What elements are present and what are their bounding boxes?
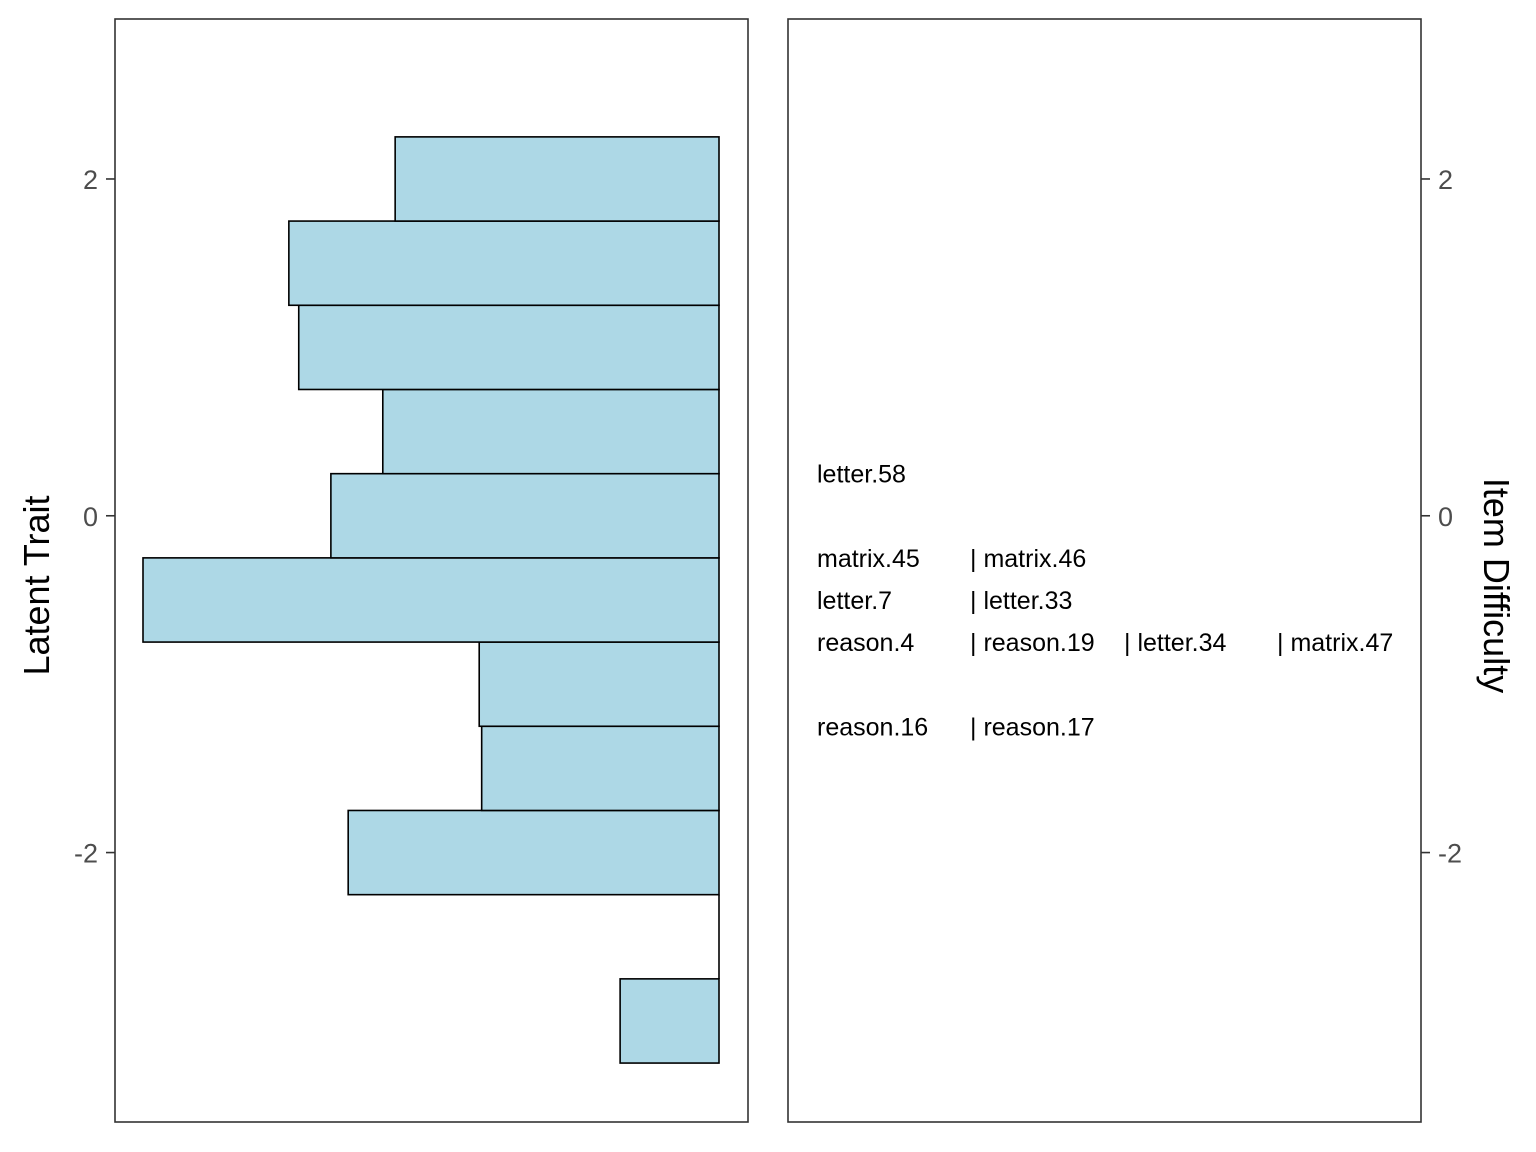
left-panel-border: [114, 18, 749, 1123]
histogram-bar: [142, 557, 720, 643]
left-y-axis: -2 0 2: [74, 165, 115, 869]
histogram-bar: [297, 304, 720, 391]
item-label: | reason.17: [970, 713, 1095, 741]
item-label: | letter.34: [1124, 629, 1226, 657]
left-tick-label: 2: [83, 165, 98, 195]
histogram-bar: [330, 472, 720, 559]
item-label: reason.16: [817, 713, 928, 741]
right-tick-label: 0: [1438, 502, 1453, 532]
histogram-bar: [394, 136, 720, 222]
histogram-bar: [288, 220, 720, 307]
item-label: letter.58: [817, 461, 906, 489]
item-label: letter.7: [817, 587, 892, 615]
right-y-axis-title: Item Difficulty: [1476, 478, 1517, 693]
item-label: | matrix.47: [1277, 629, 1393, 657]
left-tick-label: 0: [83, 502, 98, 532]
right-panel-border: [787, 18, 1422, 1123]
histogram-bar: [619, 978, 720, 1064]
right-y-axis: -2 0 2: [1421, 165, 1462, 869]
histogram-bars: [142, 136, 720, 1064]
left-y-axis-title: Latent Trait: [16, 495, 57, 675]
item-label: | letter.33: [970, 587, 1072, 615]
left-tick-label: -2: [74, 839, 98, 869]
right-tick-label: -2: [1438, 839, 1462, 869]
item-label: reason.4: [817, 629, 914, 657]
histogram-bar: [478, 641, 720, 728]
histogram-bar: [480, 725, 720, 812]
item-labels: letter.58 matrix.45 | matrix.46 letter.7 | l…: [817, 461, 1393, 742]
right-tick-label: 2: [1438, 165, 1453, 195]
histogram-bar: [381, 388, 720, 475]
item-label: | matrix.46: [970, 545, 1086, 573]
histogram-bar: [347, 809, 720, 896]
item-label: matrix.45: [817, 545, 920, 573]
item-label: | reason.19: [970, 629, 1095, 657]
